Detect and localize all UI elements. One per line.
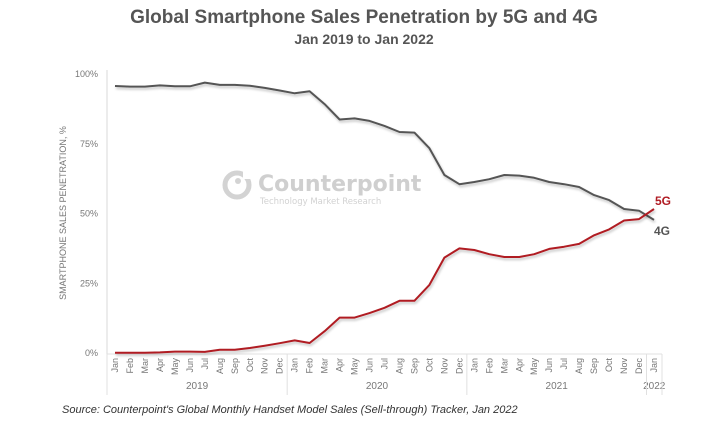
watermark: Counterpoint Technology Market Research [222,170,422,207]
x-tick-label: Jan [290,358,300,373]
x-tick-label: May [350,358,360,376]
x-tick-label: Mar [499,358,509,374]
series-line-4g [114,81,655,221]
x-tick-label: Nov [439,358,449,375]
series-lines [114,81,655,354]
x-tick-label: Oct [604,358,614,373]
y-axis: 0% 25% 50% 75% 100% [75,69,98,358]
x-tick-label: Feb [125,358,135,374]
x-tick-label: Jul [200,358,210,370]
source-note: Source: Counterpoint's Global Monthly Ha… [62,404,518,416]
x-tick-label: Aug [394,358,404,374]
x-tick-label: May [529,358,539,376]
x-tick-label: Apr [514,358,524,372]
x-tick-label: Dec [275,358,285,375]
y-tick-label: 75% [80,139,98,149]
year-label: 2021 [546,381,569,392]
x-tick-label: Jul [380,358,390,370]
x-tick-label: Jun [185,358,195,373]
year-label: 2019 [186,381,209,392]
end-label-5g: 5G [655,194,671,208]
year-label: 2022 [643,381,666,392]
x-tick-label: Oct [245,358,255,373]
watermark-brand: Counterpoint [258,172,422,197]
x-tick-label: Aug [215,358,225,374]
x-tick-label: Apr [335,358,345,372]
x-tick-label: Sep [230,358,240,374]
end-labels: 5G 4G [654,194,671,238]
x-tick-label: Jun [365,358,375,373]
x-tick-label: Mar [320,358,330,374]
x-tick-label: Jun [544,358,554,373]
chart-subtitle: Jan 2019 to Jan 2022 [294,31,434,47]
x-tick-label: Sep [589,358,599,374]
chart-title: Global Smartphone Sales Penetration by 5… [130,7,598,28]
x-tick-label: Jul [559,358,569,370]
x-tick-label: Apr [155,358,165,372]
x-tick-label: Dec [454,358,464,375]
x-tick-label: Jan [649,358,659,373]
x-tick-label: Aug [574,358,584,374]
x-tick-label: Oct [424,358,434,373]
y-tick-label: 0% [85,348,98,358]
x-tick-label: Mar [140,358,150,374]
x-tick-label: Nov [260,358,270,375]
y-axis-label: SMARTPHONE SALES PENETRATION, % [58,126,68,300]
y-tick-label: 100% [75,69,98,79]
x-tick-label: Dec [634,358,644,375]
x-tick-label: May [170,358,180,376]
year-label: 2020 [366,381,389,392]
series-line-5g [115,208,655,354]
watermark-tagline: Technology Market Research [259,197,381,207]
x-axis: Jan Feb Mar Apr May Jun Jul Aug Sep Oct Nov Dec Jan F… [106,353,666,395]
x-tick-label: Sep [409,358,419,374]
y-tick-label: 25% [80,278,98,288]
x-tick-label: Jan [110,358,120,373]
x-tick-label: Jan [469,358,479,373]
x-tick-label: Feb [484,358,494,374]
counterpoint-logo-icon [222,170,252,200]
end-label-4g: 4G [654,224,670,238]
x-tick-label: Feb [305,358,315,374]
x-tick-label: Nov [619,358,629,375]
y-tick-label: 50% [80,209,98,219]
